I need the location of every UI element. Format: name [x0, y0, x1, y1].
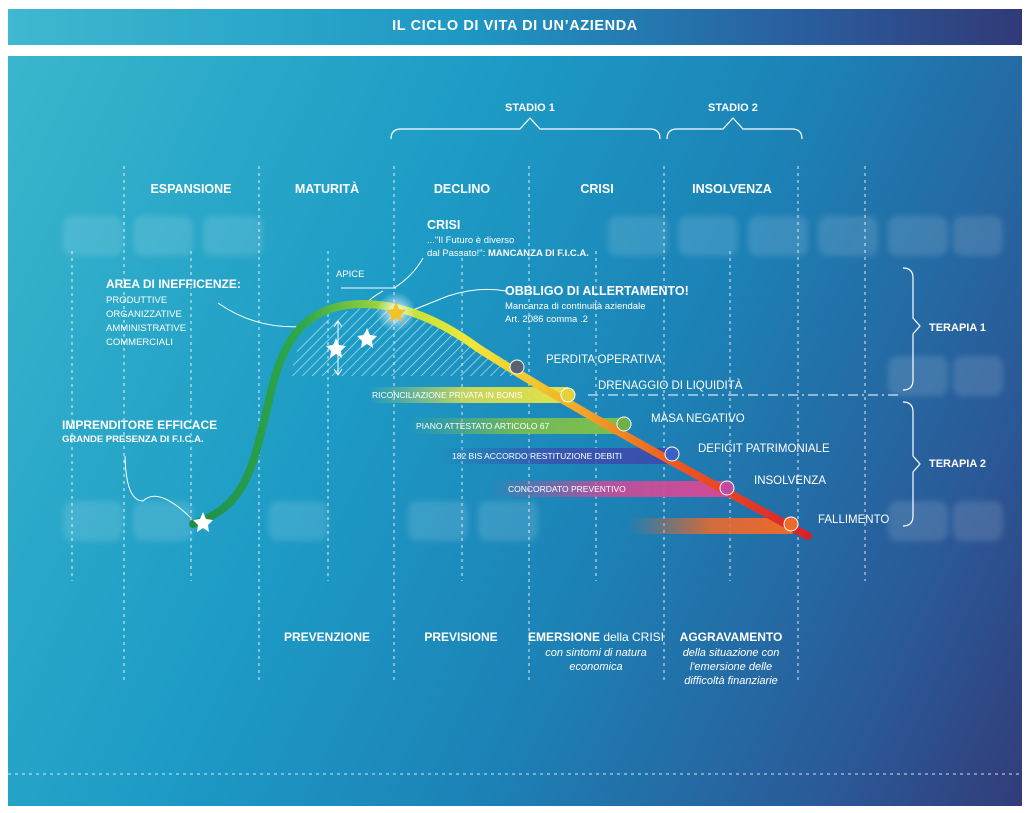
obbligo-line2: Art. 2086 comma .2 [505, 314, 588, 325]
obbligo-title: OBBLIGO DI ALLERTAMENTO! [505, 284, 689, 298]
inefficienze-item-0: PRODUTTIVE [106, 295, 168, 306]
star-imprenditore [193, 512, 213, 532]
bar-label-riconciliazione: RICONCILIAZIONE PRIVATA IN BONIS [372, 390, 523, 400]
bar-riconciliazione [368, 387, 568, 403]
milestone-insolvenza: INSOLVENZA [754, 475, 826, 487]
dot-drenaggio [560, 387, 576, 403]
bar-label-concordato: CONCORDATO PREVENTIVO [508, 484, 626, 494]
milestone-perdita-operativa: PERDITA OPERATIVA [546, 354, 662, 366]
header-bar: IL CICLO DI VITA DI UN’AZIENDA [8, 9, 1022, 45]
stars [193, 302, 406, 532]
apice-label: APICE [336, 269, 365, 280]
phase-espansione: ESPANSIONE [150, 182, 232, 196]
inefficienze-title: AREA DI INEFFICENZE: [106, 277, 241, 291]
footer-emersione-sub-1: economica [569, 661, 623, 673]
inefficienze-item-2: AMMINISTRATIVE [106, 323, 187, 334]
imprenditore-sub: GRANDE PRESENZA DI F.I.C.A. [62, 434, 204, 445]
footer-aggravamento-sub-1: l'emersione delle [689, 661, 773, 673]
bar-182-bis [438, 448, 673, 464]
bar-piano-attestato [408, 418, 625, 434]
dot-deficit [664, 446, 680, 462]
crisi-callout-line1: ..."Il Futuro è diverso [427, 235, 515, 246]
stage-braces [390, 117, 921, 527]
footer-aggravamento-sub-2: difficoltà finanziarie [684, 675, 778, 687]
milestone-masa-negativo: MASA NEGATIVO [651, 413, 745, 425]
bar-label-182-bis: 182 BIS ACCORDO RESTITUZIONE DEBITI [452, 451, 623, 461]
page-title: IL CICLO DI VITA DI UN’AZIENDA [392, 18, 638, 34]
star-crisi [386, 302, 406, 322]
terapia-1-label: TERAPIA 1 [929, 322, 987, 334]
footer-aggravamento-sub-0: della situazione con [682, 647, 780, 659]
footer-emersione: EMERSIONE della CRISI [521, 630, 671, 644]
crisi-callout-line2b: MANCANZA DI F.I.C.A. [487, 248, 589, 259]
milestone-deficit: DEFICIT PATRIMONIALE [698, 443, 830, 455]
footer-prevenzione: PREVENZIONE [283, 630, 370, 644]
crisi-callout-title: CRISI [427, 218, 461, 232]
crisi-callout-line2a: dal Passato!": [427, 248, 488, 259]
milestone-dots [509, 359, 799, 532]
footer-emersione-sub-0: con sintomi di natura [545, 647, 647, 659]
diagram-panel: STADIO 1 STADIO 2 ESPANSIONE MATURITÀ DE… [8, 56, 1022, 806]
phase-declino: DECLINO [433, 182, 491, 196]
inefficienze-item-3: COMMERCIALI [106, 337, 174, 348]
terapia-2-label: TERAPIA 2 [929, 458, 987, 470]
phase-crisi: CRISI [580, 182, 614, 196]
terapia-bars [368, 387, 793, 534]
dot-fallimento [783, 516, 799, 532]
phase-insolvenza: INSOLVENZA [692, 182, 772, 196]
star-inefficienze-1 [326, 338, 346, 358]
stadio-2-label: STADIO 2 [708, 102, 758, 114]
inefficienze-area [290, 307, 516, 376]
stadio-1-label: STADIO 1 [505, 102, 555, 114]
dot-perdita [509, 359, 525, 375]
star-inefficienze-2 [357, 328, 377, 348]
footer-aggravamento: AGGRAVAMENTO [679, 630, 783, 644]
dot-insolvenza [719, 480, 735, 496]
bar-fallimento [628, 518, 793, 534]
bar-label-piano: PIANO ATTESTATO ARTICOLO 67 [416, 421, 550, 431]
obbligo-line1: Mancanza di continuità aziendale [505, 301, 646, 312]
footer-previsione: PREVISIONE [424, 630, 498, 644]
phase-maturita: MATURITÀ [294, 182, 360, 196]
dot-masa [616, 416, 632, 432]
inefficienze-item-1: ORGANIZZATIVE [106, 309, 182, 320]
footer-emersione-bold: EMERSIONE [527, 630, 600, 644]
imprenditore-title: IMPRENDITORE EFFICACE [62, 418, 218, 432]
milestone-fallimento: FALLIMENTO [818, 514, 890, 526]
bar-concordato [488, 481, 731, 497]
milestone-drenaggio: DRENAGGIO DI LIQUIDITÀ [598, 380, 743, 392]
diagram-graphics [8, 117, 1022, 775]
footer-emersione-rest: della CRISI [599, 630, 665, 644]
crisi-callout-line2: dal Passato!": MANCANZA DI F.I.C.A. [427, 247, 589, 260]
